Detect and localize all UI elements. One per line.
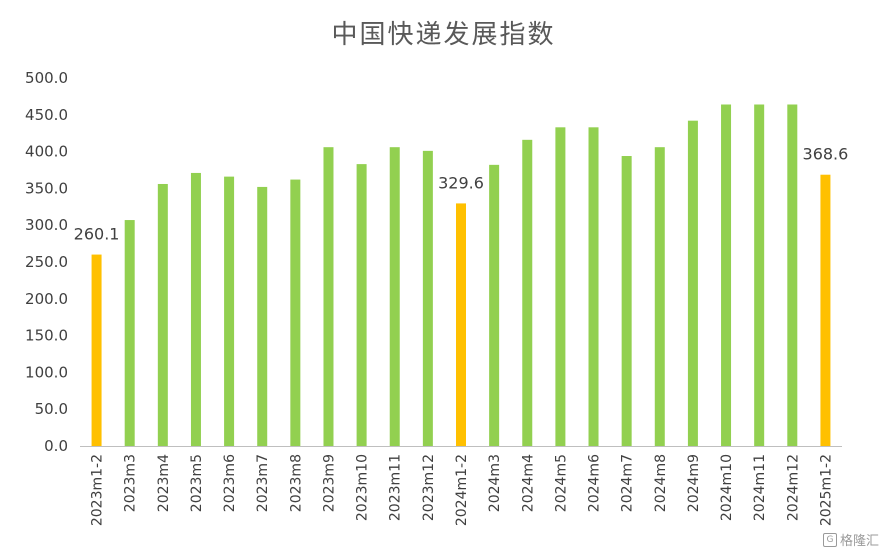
y-tick-label: 0.0 — [44, 437, 68, 455]
x-tick-label: 2023m6 — [222, 454, 238, 512]
bar-2023m1-2 — [91, 254, 102, 446]
bar-2024m9 — [687, 120, 698, 447]
bar-2024m11 — [754, 104, 765, 446]
x-tick-label: 2023m12 — [421, 454, 437, 521]
data-label-2024m1-2: 329.6 — [438, 173, 484, 192]
logo-glyph-icon: G — [822, 532, 837, 547]
y-tick-label: 500.0 — [25, 69, 68, 87]
bar-2023m5 — [190, 172, 201, 446]
watermark-text: 格隆汇 — [839, 534, 879, 549]
x-tick-label: 2023m7 — [255, 454, 271, 512]
bar-2024m3 — [489, 164, 500, 446]
y-tick-label: 50.0 — [35, 400, 68, 418]
bar-2024m6 — [588, 127, 599, 446]
bar-2023m9 — [323, 147, 334, 446]
y-axis-labels: 0.0 50.0 100.0 150.0 200.0 250.0 300.0 350.0 400… — [25, 69, 68, 455]
x-tick-label: 2024m10 — [719, 454, 735, 521]
x-tick-label: 2024m11 — [752, 454, 768, 521]
bar-2023m12 — [422, 150, 433, 446]
x-tick-label: 2024m5 — [553, 454, 569, 512]
y-tick-label: 450.0 — [25, 106, 68, 124]
data-label-2025m1-2: 368.6 — [803, 145, 849, 164]
bar-2023m7 — [257, 186, 268, 447]
bars — [91, 104, 831, 447]
y-tick-label: 300.0 — [25, 216, 68, 234]
bar-2024m7 — [621, 156, 632, 447]
watermark: G 格隆汇 — [822, 530, 879, 549]
bar-2024m4 — [522, 139, 533, 446]
x-tick-label: 2024m9 — [686, 454, 702, 512]
x-tick-label: 2023m1-2 — [90, 454, 106, 526]
x-tick-label: 2023m5 — [189, 454, 205, 512]
bar-2023m3 — [124, 220, 135, 446]
x-tick-label: 2023m3 — [123, 454, 139, 512]
bar-2023m11 — [389, 147, 400, 446]
bar-2023m10 — [356, 164, 367, 446]
bar-2024m8 — [654, 147, 665, 446]
x-axis-labels: 2023m1-2 2023m3 2023m4 2023m5 2023m6 2023m7 20… — [90, 454, 835, 526]
y-tick-label: 200.0 — [25, 290, 68, 308]
bar-2024m10 — [721, 104, 732, 446]
chart-title: 中国快递发展指数 — [331, 20, 556, 50]
bar-2023m8 — [290, 179, 301, 446]
bar-2024m12 — [787, 104, 798, 446]
x-tick-label: 2023m4 — [156, 454, 172, 512]
bar-2023m6 — [224, 176, 235, 446]
y-tick-label: 250.0 — [25, 253, 68, 271]
x-tick-label: 2023m8 — [288, 454, 304, 512]
data-label-2023m1-2: 260.1 — [74, 225, 120, 244]
x-tick-label: 2024m7 — [620, 454, 636, 512]
bar-2025m1-2 — [820, 174, 831, 447]
x-tick-label: 2023m10 — [355, 454, 371, 521]
x-tick-label: 2024m12 — [785, 454, 801, 521]
x-tick-label: 2024m6 — [587, 454, 603, 512]
y-tick-label: 150.0 — [25, 327, 68, 345]
bar-2023m4 — [157, 183, 168, 446]
x-tick-label: 2024m3 — [487, 454, 503, 512]
data-labels: 260.1 329.6 368.6 — [74, 145, 849, 244]
bar-2024m5 — [555, 127, 566, 446]
x-tick-label: 2025m1-2 — [818, 454, 834, 526]
y-tick-label: 400.0 — [25, 143, 68, 161]
x-tick-label: 2023m9 — [321, 454, 337, 512]
y-tick-label: 350.0 — [25, 179, 68, 197]
x-tick-label: 2024m8 — [653, 454, 669, 512]
x-tick-label: 2024m4 — [520, 454, 536, 512]
y-tick-label: 100.0 — [25, 363, 68, 381]
x-tick-label: 2024m1-2 — [454, 454, 470, 526]
x-tick-label: 2023m11 — [388, 454, 404, 521]
bar-2024m1-2 — [456, 203, 466, 446]
